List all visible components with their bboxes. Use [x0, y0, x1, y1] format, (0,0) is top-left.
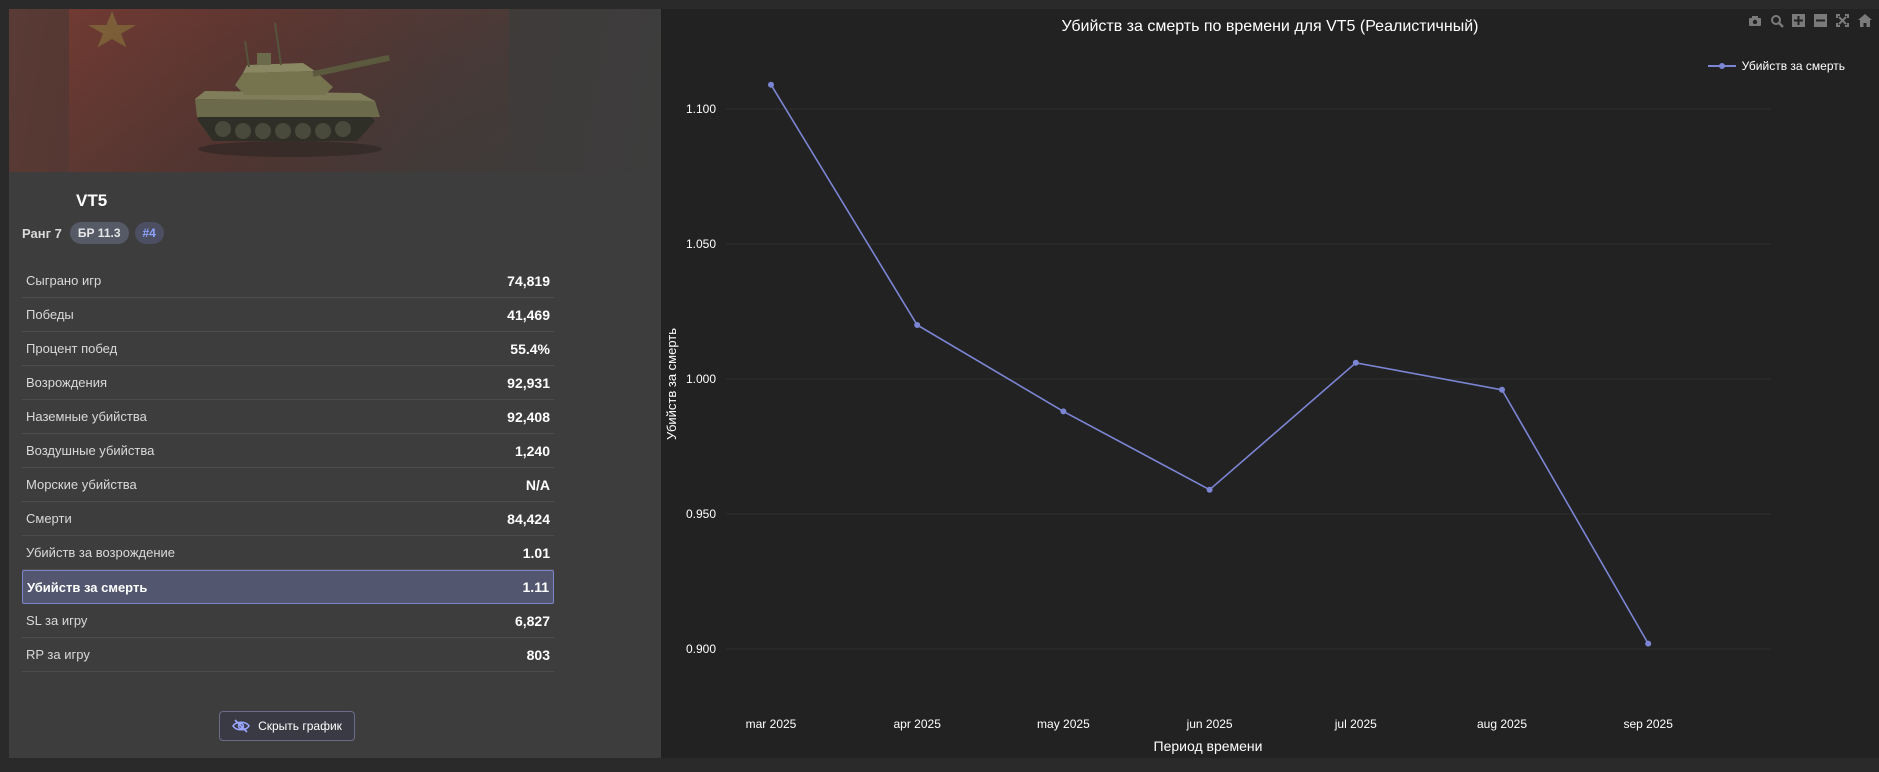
data-point[interactable]: [768, 81, 774, 88]
stat-label: SL за игру: [26, 613, 88, 628]
stat-label: Процент побед: [26, 341, 118, 356]
stat-row[interactable]: Убийств за смерть 1.11: [22, 570, 554, 604]
x-tick-label: apr 2025: [894, 717, 942, 731]
zoom-in-icon[interactable]: [1790, 12, 1807, 29]
stat-label: Морские убийства: [26, 477, 137, 492]
hide-chart-button[interactable]: Скрыть график: [219, 711, 355, 741]
position-badge: #4: [134, 222, 164, 244]
stat-label: Сыграно игр: [26, 273, 102, 288]
x-tick-label: jul 2025: [1334, 717, 1377, 731]
y-tick-label: 1.000: [686, 372, 716, 386]
line-chart: 0.900 0.950 1.000 1.050 1.100 mar 2025 apr 20…: [664, 81, 1771, 754]
home-icon[interactable]: [1856, 12, 1873, 29]
stat-value: 55.4%: [510, 340, 550, 357]
y-axis-label: Убийств за смерть: [664, 328, 679, 440]
stat-label: Убийств за смерть: [27, 579, 148, 595]
stat-value: 41,469: [507, 306, 550, 323]
stat-value: 92,408: [507, 408, 550, 425]
stat-row[interactable]: Возрождения 92,931: [22, 366, 554, 400]
stat-row[interactable]: Воздушные убийства 1,240: [22, 434, 554, 468]
stat-label: Убийств за возрождение: [26, 545, 176, 560]
stat-label: Воздушные убийства: [26, 443, 155, 458]
stat-label: Наземные убийства: [26, 409, 147, 424]
eye-off-icon: [232, 719, 250, 733]
chart-legend[interactable]: Убийств за смерть: [1707, 59, 1845, 73]
data-point[interactable]: [1645, 640, 1652, 647]
stats-table: Сыграно игр 74,819 Победы 41,469 Процент поб…: [22, 264, 554, 672]
stat-value: 1.11: [522, 579, 549, 595]
br-badge: БР 11.3: [69, 222, 129, 244]
y-tick-label: 1.100: [686, 102, 716, 116]
chart-panel: Убийств за смерть по времени для VT5 (Ре…: [661, 9, 1879, 758]
stat-row[interactable]: Сыграно игр 74,819: [22, 264, 554, 298]
y-tick-label: 0.950: [686, 507, 716, 521]
legend-line-marker: [1707, 63, 1736, 69]
data-point[interactable]: [1060, 408, 1067, 415]
y-tick-label: 0.900: [686, 642, 716, 656]
legend-label: Убийств за смерть: [1741, 59, 1845, 73]
stat-label: Возрождения: [26, 375, 108, 390]
series-line: [770, 84, 1649, 644]
stat-row[interactable]: Смерти 84,424: [22, 502, 554, 536]
chart-modebar: [1746, 12, 1873, 29]
x-tick-label: sep 2025: [1624, 717, 1674, 731]
vehicle-badges: Ранг 7 БР 11.3 #4: [22, 222, 164, 244]
rank-label: Ранг 7: [22, 225, 62, 241]
zoom-icon[interactable]: [1768, 12, 1785, 29]
x-tick-label: aug 2025: [1477, 717, 1527, 731]
stat-row[interactable]: RP за игру 803: [22, 638, 554, 672]
chart-title: Убийств за смерть по времени для VT5 (Ре…: [1061, 18, 1479, 35]
y-tick-label: 1.050: [686, 237, 716, 251]
stat-row[interactable]: Победы 41,469: [22, 298, 554, 332]
stat-value: 6,827: [514, 612, 550, 629]
x-tick-label: may 2025: [1037, 717, 1090, 731]
vehicle-name: VT5: [76, 191, 108, 210]
stat-row[interactable]: SL за игру 6,827: [22, 604, 554, 638]
data-point[interactable]: [1352, 359, 1359, 366]
stat-label: Смерти: [26, 511, 72, 526]
stat-value: 92,931: [507, 374, 550, 391]
stat-label: Победы: [26, 307, 74, 322]
hide-chart-label: Скрыть график: [258, 719, 342, 733]
stat-value: 84,424: [507, 510, 550, 527]
camera-icon[interactable]: [1746, 12, 1763, 29]
vehicle-stats-panel: VT5 Ранг 7 БР 11.3 #4 Сыграно игр 74,819 П…: [9, 9, 661, 758]
stat-value: N/A: [525, 476, 550, 493]
data-point[interactable]: [1206, 486, 1213, 493]
autoscale-icon[interactable]: [1834, 12, 1851, 29]
stat-label: RP за игру: [26, 647, 90, 662]
tank-image: [195, 22, 390, 157]
x-tick-label: mar 2025: [746, 717, 797, 731]
stat-row[interactable]: Убийств за возрождение 1.01: [22, 536, 554, 570]
x-axis-label: Период времени: [1154, 738, 1263, 754]
vehicle-banner: [9, 9, 661, 172]
zoom-out-icon[interactable]: [1812, 12, 1829, 29]
stat-value: 74,819: [507, 272, 550, 289]
data-point[interactable]: [1499, 386, 1505, 393]
stat-value: 803: [526, 646, 550, 663]
stat-row[interactable]: Процент побед 55.4%: [22, 332, 554, 366]
x-tick-label: jun 2025: [1186, 717, 1233, 731]
data-point[interactable]: [914, 322, 921, 328]
stat-value: 1.01: [522, 544, 550, 561]
stat-row[interactable]: Морские убийства N/A: [22, 468, 554, 502]
stat-value: 1,240: [514, 442, 550, 459]
stat-row[interactable]: Наземные убийства 92,408: [22, 400, 554, 434]
